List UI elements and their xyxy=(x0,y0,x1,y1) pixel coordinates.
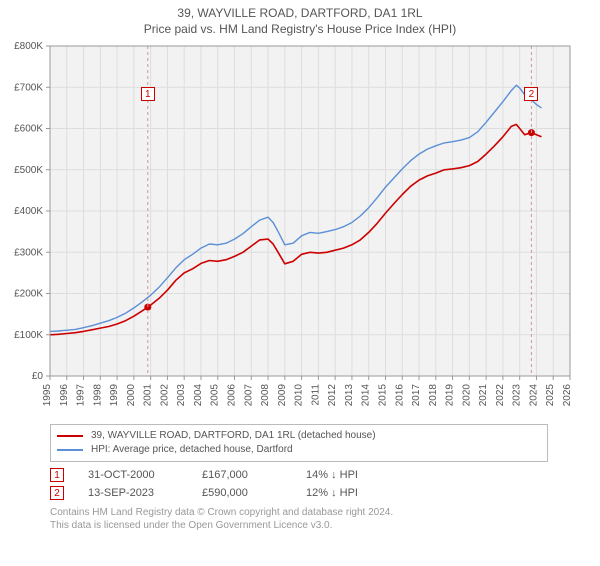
svg-text:1996: 1996 xyxy=(59,384,70,407)
svg-text:2023: 2023 xyxy=(512,384,523,407)
svg-text:2021: 2021 xyxy=(478,384,489,407)
svg-text:1999: 1999 xyxy=(109,384,120,407)
svg-text:1998: 1998 xyxy=(92,384,103,407)
chart-title: 39, WAYVILLE ROAD, DARTFORD, DA1 1RL xyxy=(0,6,600,20)
chart-subtitle: Price paid vs. HM Land Registry's House … xyxy=(0,22,600,36)
svg-text:2011: 2011 xyxy=(310,384,321,406)
marker-price: £590,000 xyxy=(202,487,282,499)
svg-text:2019: 2019 xyxy=(445,384,456,407)
svg-text:£400K: £400K xyxy=(14,206,43,217)
marker-price: £167,000 xyxy=(202,469,282,481)
legend-row: 39, WAYVILLE ROAD, DARTFORD, DA1 1RL (de… xyxy=(57,429,541,443)
svg-text:2005: 2005 xyxy=(210,384,221,407)
marker-row: 1 31-OCT-2000 £167,000 14% ↓ HPI xyxy=(50,468,548,482)
plot-area: £0 £100K £200K £300K £400K £500K £600K £700K £80… xyxy=(0,40,600,418)
svg-text:£600K: £600K xyxy=(14,124,43,135)
marker-delta: 12% ↓ HPI xyxy=(306,487,396,499)
svg-text:£100K: £100K xyxy=(14,330,43,341)
svg-text:2003: 2003 xyxy=(176,384,187,407)
footer-line: Contains HM Land Registry data © Crown c… xyxy=(50,506,548,519)
svg-text:2014: 2014 xyxy=(361,384,372,407)
svg-text:2026: 2026 xyxy=(562,384,573,407)
marker-date: 13-SEP-2023 xyxy=(88,487,178,499)
svg-text:£800K: £800K xyxy=(14,41,43,52)
svg-text:£200K: £200K xyxy=(14,289,43,300)
marker-delta: 14% ↓ HPI xyxy=(306,469,396,481)
footer: Contains HM Land Registry data © Crown c… xyxy=(50,506,548,532)
legend-swatch-blue xyxy=(57,449,83,451)
svg-text:2016: 2016 xyxy=(394,384,405,407)
svg-text:2022: 2022 xyxy=(495,384,506,407)
marker-date: 31-OCT-2000 xyxy=(88,469,178,481)
svg-text:2007: 2007 xyxy=(243,384,254,407)
svg-text:£0: £0 xyxy=(32,371,44,382)
svg-text:2012: 2012 xyxy=(327,384,338,407)
svg-text:2015: 2015 xyxy=(377,384,388,407)
markers-table: 1 31-OCT-2000 £167,000 14% ↓ HPI 2 13-SE… xyxy=(50,468,548,500)
svg-text:£300K: £300K xyxy=(14,247,43,258)
legend-swatch-red xyxy=(57,435,83,437)
svg-text:2025: 2025 xyxy=(545,384,556,407)
svg-text:1997: 1997 xyxy=(76,384,87,407)
svg-text:2020: 2020 xyxy=(461,384,472,407)
footer-line: This data is licensed under the Open Gov… xyxy=(50,519,548,532)
chart-marker-badge: 2 xyxy=(524,87,538,101)
svg-text:2018: 2018 xyxy=(428,384,439,407)
svg-text:1995: 1995 xyxy=(42,384,53,407)
marker-row: 2 13-SEP-2023 £590,000 12% ↓ HPI xyxy=(50,486,548,500)
svg-text:2002: 2002 xyxy=(159,384,170,407)
svg-text:2024: 2024 xyxy=(528,384,539,407)
legend-label: 39, WAYVILLE ROAD, DARTFORD, DA1 1RL (de… xyxy=(91,429,376,443)
svg-text:2008: 2008 xyxy=(260,384,271,407)
svg-text:2006: 2006 xyxy=(227,384,238,407)
marker-badge: 2 xyxy=(50,486,64,500)
svg-text:2013: 2013 xyxy=(344,384,355,407)
chart-svg: £0 £100K £200K £300K £400K £500K £600K £700K £80… xyxy=(0,40,600,418)
svg-text:£500K: £500K xyxy=(14,165,43,176)
svg-text:2004: 2004 xyxy=(193,384,204,407)
marker-badge: 1 xyxy=(50,468,64,482)
legend-row: HPI: Average price, detached house, Dart… xyxy=(57,443,541,457)
svg-text:2017: 2017 xyxy=(411,384,422,407)
svg-text:£700K: £700K xyxy=(14,82,43,93)
chart-marker-badge: 1 xyxy=(141,87,155,101)
svg-text:2010: 2010 xyxy=(294,384,305,407)
legend-label: HPI: Average price, detached house, Dart… xyxy=(91,443,293,457)
legend-box: 39, WAYVILLE ROAD, DARTFORD, DA1 1RL (de… xyxy=(50,424,548,462)
svg-text:2000: 2000 xyxy=(126,384,137,407)
svg-text:2001: 2001 xyxy=(143,384,154,407)
svg-text:2009: 2009 xyxy=(277,384,288,407)
